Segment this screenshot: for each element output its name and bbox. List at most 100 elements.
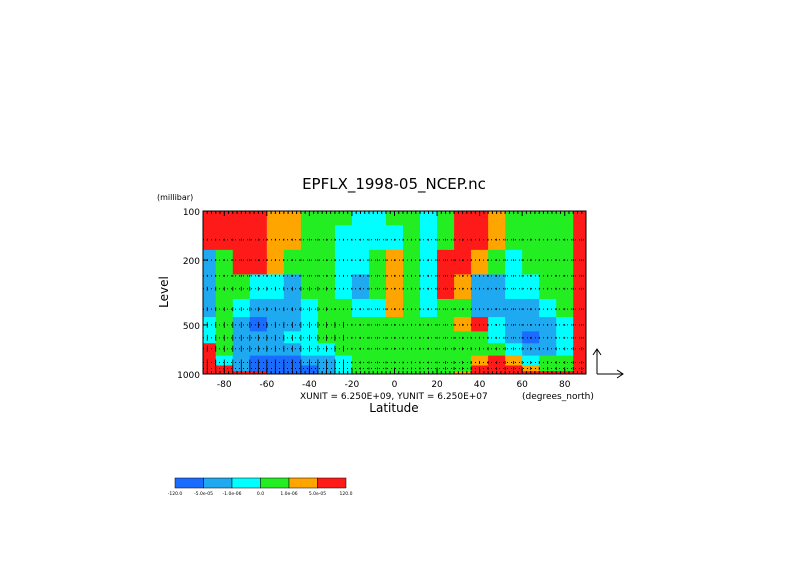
heatmap-cells (203, 211, 586, 374)
heatmap-cell (249, 249, 268, 276)
x-tick-label: -80 (217, 380, 232, 390)
heatmap-cell (203, 355, 217, 367)
colorbar-swatch (203, 477, 233, 489)
heatmap-cell (539, 211, 557, 226)
heatmap-cell (351, 225, 370, 251)
heatmap-cell (573, 211, 586, 226)
heatmap-cell (266, 225, 285, 251)
x-tick-label: 80 (559, 380, 571, 390)
heatmap-cell (556, 225, 574, 251)
heatmap-cell (283, 225, 302, 251)
heatmap-cell (317, 211, 336, 226)
heatmap-cell (385, 355, 404, 367)
heatmap-cell (403, 249, 421, 276)
heatmap-cell (488, 211, 506, 226)
x-tick-label: -40 (302, 380, 317, 390)
colorbar-labels: -120.0 -5.0e-05 -1.0e-06 0.0 1.0e-06 5.0e-05 1… (168, 491, 353, 497)
heatmap-cell (522, 225, 540, 251)
heatmap-cell (505, 249, 523, 276)
heatmap-cell (215, 249, 234, 276)
colorbar-swatch (174, 477, 204, 489)
heatmap-cell (471, 211, 489, 226)
heatmap-cell (471, 355, 489, 367)
heatmap-cell (573, 371, 586, 374)
y-tick-label: 200 (183, 257, 200, 267)
heatmap-cell (420, 343, 438, 357)
chart-title: EPFLX_1998-05_NCEP.nc (302, 175, 486, 194)
x-units-label: (degrees_north) (522, 392, 594, 402)
y-tick-label: 500 (183, 322, 200, 332)
colorbar-swatch (231, 477, 261, 489)
heatmap-cell (403, 211, 421, 226)
heatmap-cell (573, 274, 586, 300)
colorbar-label: -5.0e-05 (194, 491, 213, 497)
heatmap-cell (368, 274, 387, 300)
heatmap-cell (471, 249, 489, 276)
heatmap-cell (203, 274, 217, 300)
heatmap-cell (385, 249, 404, 276)
heatmap-cell (203, 365, 217, 372)
heatmap-cell (334, 211, 353, 226)
heatmap-cell (471, 274, 489, 300)
heatmap-cell (403, 343, 421, 357)
heatmap-cell (556, 355, 574, 367)
heatmap-cell (351, 249, 370, 276)
heatmap-cell (573, 225, 586, 251)
heatmap-cell (437, 274, 455, 300)
reference-vectors (592, 348, 624, 379)
heatmap-cell (522, 355, 540, 367)
y-tick-label: 1000 (177, 371, 200, 381)
heatmap-cell (488, 249, 506, 276)
heatmap-cell (249, 211, 268, 226)
x-tick-label: -60 (259, 380, 274, 390)
horizontal-arrowhead (616, 369, 624, 379)
heatmap-cell (488, 225, 506, 251)
heatmap-cell (403, 225, 421, 251)
heatmap-cell (232, 249, 251, 276)
x-axis-label: Latitude (369, 401, 418, 415)
heatmap-cell (203, 298, 217, 318)
colorbar-label: 1.0e-06 (280, 491, 297, 497)
colorbar-label: -120.0 (168, 491, 183, 497)
heatmap-cell (203, 331, 217, 344)
heatmap-cell (351, 343, 370, 357)
heatmap-cell (368, 343, 387, 357)
heatmap-cell (556, 249, 574, 276)
heatmap-cell (437, 355, 455, 367)
colorbar (174, 477, 347, 489)
x-tick-label: 20 (431, 380, 443, 390)
heatmap-cell (420, 249, 438, 276)
heatmap-cell (420, 225, 438, 251)
heatmap-cell (505, 274, 523, 300)
heatmap-cell (385, 343, 404, 357)
heatmap-cell (203, 343, 217, 357)
colorbar-label: -1.0e-06 (223, 491, 242, 497)
heatmap-cell (385, 225, 404, 251)
heatmap-cell (368, 249, 387, 276)
heatmap-cell (334, 274, 353, 300)
heatmap-cell (203, 317, 217, 332)
heatmap-cell (573, 249, 586, 276)
heatmap-cell (368, 211, 387, 226)
heatmap-cell (283, 211, 302, 226)
y-axis-ticks: 100 200 500 1000 (177, 208, 208, 381)
heatmap-cell (420, 355, 438, 367)
heatmap-cell (334, 249, 353, 276)
heatmap-cell (203, 371, 217, 374)
heatmap-cell (420, 211, 438, 226)
heatmap-cell (488, 355, 506, 367)
colorbar-swatch (317, 477, 347, 489)
heatmap-cell (556, 211, 574, 226)
heatmap-cell (454, 355, 472, 367)
heatmap-cell (203, 211, 217, 226)
heatmap-cell (454, 249, 472, 276)
heatmap-cell (403, 274, 421, 300)
heatmap-cell (215, 211, 234, 226)
x-tick-label: 60 (516, 380, 528, 390)
heatmap-cell (232, 225, 251, 251)
heatmap-cell (437, 249, 455, 276)
x-tick-label: 0 (392, 380, 398, 390)
heatmap-cell (203, 225, 217, 251)
heatmap-cell (385, 211, 404, 226)
